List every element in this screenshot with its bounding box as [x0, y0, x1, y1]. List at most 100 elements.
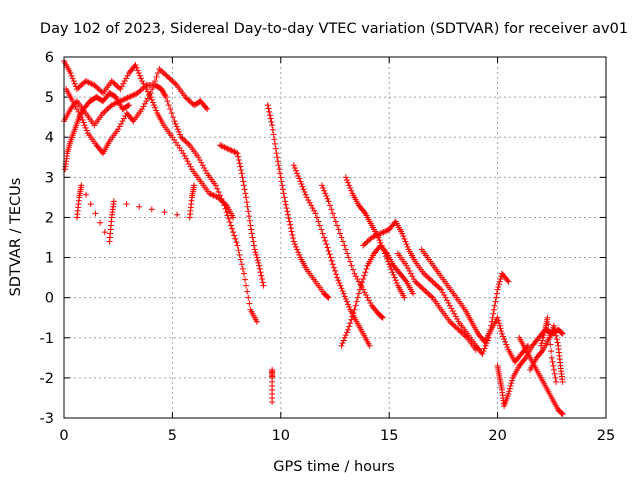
data-point	[361, 209, 368, 216]
y-tick-label: 1	[45, 251, 54, 267]
data-point	[323, 193, 330, 200]
data-point	[252, 249, 259, 256]
data-point	[230, 214, 237, 221]
data-point	[454, 325, 461, 332]
data-point	[292, 167, 299, 174]
data-point	[343, 298, 350, 305]
data-point	[196, 156, 203, 163]
data-point	[363, 291, 370, 298]
data-point	[87, 80, 94, 87]
data-point	[259, 279, 266, 286]
data-point	[505, 390, 512, 397]
data-point	[328, 257, 335, 264]
data-point	[361, 289, 368, 296]
data-point	[227, 222, 234, 229]
data-point	[115, 84, 122, 91]
data-point	[237, 256, 244, 263]
data-point	[383, 227, 390, 234]
data-point	[164, 98, 171, 105]
data-point	[343, 177, 350, 184]
data-point	[291, 164, 298, 171]
data-point	[540, 334, 547, 341]
data-point	[231, 232, 238, 239]
data-point	[71, 80, 78, 87]
data-point	[279, 186, 286, 193]
x-tick-label: 0	[59, 428, 68, 444]
data-point	[236, 251, 243, 258]
data-point	[72, 103, 79, 110]
data-point	[76, 114, 83, 121]
data-point	[149, 86, 156, 93]
data-point	[76, 83, 83, 90]
data-point	[166, 75, 173, 82]
data-point	[420, 286, 427, 293]
series-track-f	[217, 142, 267, 289]
data-point	[502, 338, 509, 345]
data-point	[325, 294, 332, 301]
data-point	[493, 294, 500, 301]
data-point	[92, 83, 99, 90]
data-point	[169, 78, 176, 85]
data-point	[298, 181, 305, 188]
data-point	[296, 175, 303, 182]
data-point	[294, 246, 301, 253]
data-point	[162, 92, 169, 99]
data-point	[382, 253, 389, 260]
data-point	[360, 242, 367, 249]
data-point	[186, 160, 193, 167]
data-point	[335, 277, 342, 284]
data-point	[500, 333, 507, 340]
data-point	[153, 107, 160, 114]
data-point	[332, 267, 338, 274]
data-point	[377, 230, 384, 237]
data-point	[285, 215, 292, 222]
data-point	[380, 229, 387, 236]
data-point	[439, 289, 446, 296]
data-point	[321, 234, 328, 241]
data-point	[237, 163, 244, 170]
data-point	[264, 102, 271, 109]
data-point	[283, 205, 290, 212]
data-point	[553, 336, 560, 343]
data-point	[136, 88, 143, 95]
data-point	[431, 279, 438, 286]
series-track-r	[527, 322, 566, 385]
data-point	[336, 279, 343, 286]
data-point	[366, 342, 373, 349]
data-point	[133, 64, 140, 71]
data-point	[91, 82, 98, 89]
data-point	[548, 354, 555, 361]
data-point	[95, 86, 102, 93]
data-point	[399, 230, 406, 237]
data-point	[322, 237, 329, 244]
data-point	[341, 334, 348, 341]
data-point	[403, 241, 410, 248]
data-point	[101, 108, 108, 115]
data-point	[180, 136, 187, 143]
data-point	[370, 233, 377, 240]
data-point	[79, 108, 86, 115]
data-point	[539, 348, 546, 355]
data-point	[161, 91, 168, 98]
data-point	[149, 99, 156, 106]
data-point	[490, 306, 497, 313]
data-point	[176, 131, 183, 138]
data-point	[163, 72, 170, 79]
data-point	[461, 332, 468, 339]
data-point	[294, 170, 301, 177]
data-point	[152, 104, 159, 111]
data-point	[221, 144, 228, 151]
data-point	[251, 242, 258, 249]
data-point	[449, 308, 456, 315]
data-point	[126, 102, 133, 109]
data-point	[550, 366, 557, 373]
data-point	[144, 95, 151, 102]
data-point	[243, 282, 250, 289]
data-point	[240, 182, 247, 189]
data-point	[324, 244, 331, 251]
data-point	[268, 118, 275, 125]
data-point	[324, 195, 331, 202]
data-point	[219, 143, 226, 150]
data-point	[497, 325, 504, 332]
axis-ticks: 0 5 10 15 20 25 -3 -2 -1 0 1 2 3 4 5 6	[40, 50, 616, 444]
